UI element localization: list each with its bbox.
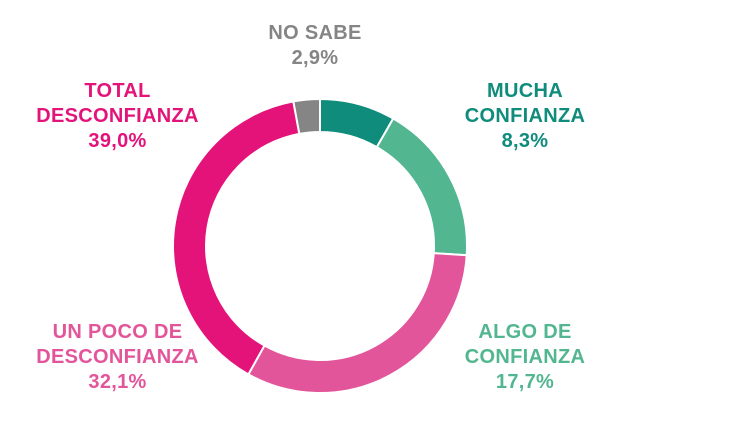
label-no-sabe: NO SABE 2,9%: [240, 21, 390, 71]
label-total-desconfianza: TOTAL DESCONFIANZA 39,0%: [20, 79, 215, 154]
label-line: UN POCO DE: [52, 321, 183, 343]
label-un-poco-de-desconfianza: UN POCO DE DESCONFIANZA 32,1%: [20, 320, 215, 395]
data-label: 39,0%: [88, 130, 147, 152]
donut-slice-4: [292, 97, 321, 136]
label-line: MUCHA: [487, 80, 563, 102]
data-label: 8,3%: [501, 130, 549, 152]
label-mucha-confianza: MUCHA CONFIANZA 8,3%: [440, 79, 610, 154]
data-label: 17,7%: [495, 371, 555, 393]
data-label: 2,9%: [291, 47, 339, 69]
label-line: ALGO DE: [478, 321, 572, 343]
label-line: DESCONFIANZA: [36, 346, 199, 368]
label-algo-de-confianza: ALGO DE CONFIANZA 17,7%: [440, 320, 610, 395]
label-line: TOTAL: [84, 80, 151, 102]
label-line: CONFIANZA: [464, 105, 586, 127]
label-line: DESCONFIANZA: [36, 105, 199, 127]
label-line: NO SABE: [268, 22, 362, 44]
donut-slice-2: [247, 252, 468, 394]
data-label: 32,1%: [88, 371, 147, 393]
label-line: CONFIANZA: [464, 346, 586, 368]
